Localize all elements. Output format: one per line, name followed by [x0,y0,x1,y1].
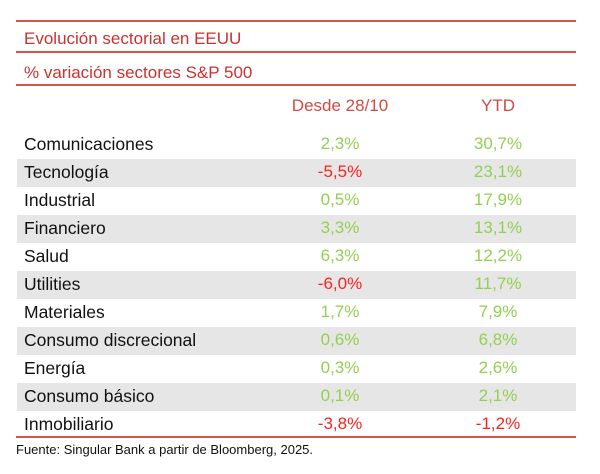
desde-value: -6,0% [317,274,363,293]
table-row: Salud 6,3% 12,2% [17,243,576,271]
sector-name: Industrial [24,190,96,210]
desde-value: 0,1% [320,386,360,405]
table-row: Financiero 3,3% 13,1% [17,215,576,243]
ytd-value: 17,9% [473,190,523,209]
ytd-value: 30,7% [473,134,523,153]
ytd-value: 2,1% [478,386,518,405]
table-row: Energía 0,3% 2,6% [17,355,576,383]
desde-value: 0,3% [320,358,360,377]
sector-name: Salud [24,246,69,266]
table-title: Evolución sectorial en EEUU [24,29,242,48]
table-row: Utilities -6,0% 11,7% [17,271,576,299]
sector-name: Inmobiliario [24,414,114,434]
table-row: Consumo discrecional 0,6% 6,8% [17,327,576,355]
title-divider [16,51,576,53]
sector-name: Materiales [24,302,105,322]
desde-value: 1,7% [320,302,360,321]
subtitle-divider [16,84,576,86]
ytd-value: 11,7% [474,274,522,293]
column-header-ytd: YTD [481,96,515,115]
ytd-value: 6,8% [478,330,518,349]
source-note: Fuente: Singular Bank a partir de Bloomb… [16,442,314,457]
sector-name: Consumo básico [24,386,155,406]
sector-name: Energía [24,358,86,378]
table-row: Inmobiliario -3,8% -1,2% [17,411,576,439]
table-row: Consumo básico 0,1% 2,1% [17,383,576,411]
bottom-divider [16,436,576,438]
column-header-desde: Desde 28/10 [291,96,389,115]
desde-value: 6,3% [320,246,360,265]
ytd-value: 13,1% [473,218,523,237]
ytd-value: -1,2% [475,414,521,433]
sector-name: Consumo discrecional [24,330,197,350]
desde-value: 0,5% [320,190,360,209]
table-row: Industrial 0,5% 17,9% [17,187,576,215]
ytd-value: 12,2% [473,246,523,265]
top-divider [16,20,576,22]
sector-name: Tecnología [24,162,109,182]
sector-name: Financiero [24,218,106,238]
desde-value: 3,3% [320,218,360,237]
ytd-value: 23,1% [473,162,523,181]
table-row: Materiales 1,7% 7,9% [17,299,576,327]
desde-value: -3,8% [317,414,363,433]
desde-value: -5,5% [317,162,363,181]
ytd-value: 2,6% [478,358,518,377]
sector-name: Comunicaciones [24,134,154,154]
sector-name: Utilities [24,274,81,294]
table-row: Comunicaciones 2,3% 30,7% [17,131,576,159]
ytd-value: 7,9% [478,302,518,321]
desde-value: 0,6% [320,330,360,349]
desde-value: 2,3% [320,134,360,153]
table-subtitle: % variación sectores S&P 500 [24,63,253,82]
table-row: Tecnología -5,5% 23,1% [17,159,576,187]
